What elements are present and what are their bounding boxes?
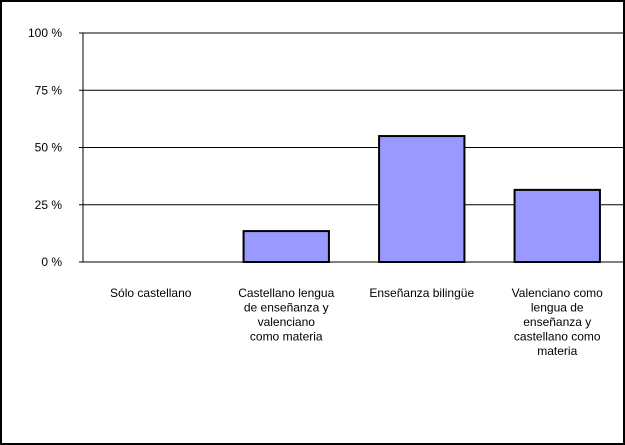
x-category-labels: Sólo castellano Castellano lengua de enseñ… [110, 286, 603, 358]
x-category-label-line: Enseñanza bilingüe [369, 286, 474, 300]
x-category-label-line: Sólo castellano [110, 286, 192, 300]
y-tick-label: 75 % [35, 83, 63, 97]
y-tick-labels: 0 % 25 % 50 % 75 % 100 % [28, 26, 62, 269]
x-category-label-line: castellano como [514, 330, 601, 344]
gridlines [83, 32, 625, 206]
x-category-label-line: como materia [250, 330, 323, 344]
bars [242, 135, 601, 264]
bar [513, 188, 601, 264]
bar [242, 230, 330, 264]
x-category-label-line: lengua de [531, 301, 584, 315]
x-category-label: Valenciano como lengua de enseñanza y caste… [512, 286, 603, 358]
y-tick-label: 25 % [35, 198, 63, 212]
bar [378, 135, 466, 263]
x-category-label-line: valenciano [258, 315, 316, 329]
x-category-label-line: Castellano lengua [238, 286, 334, 300]
x-category-label: Castellano lengua de enseñanza y valencian… [238, 286, 334, 344]
y-tick-label: 50 % [35, 141, 63, 155]
x-category-label: Enseñanza bilingüe [369, 286, 474, 300]
x-category-label-line: de enseñanza y [244, 301, 329, 315]
x-category-label-line: Valenciano como [512, 286, 603, 300]
y-tick-label: 0 % [41, 255, 62, 269]
x-category-label-line: materia [537, 344, 577, 358]
x-category-label: Sólo castellano [110, 286, 192, 300]
y-tick-label: 100 % [28, 26, 62, 40]
x-category-label-line: enseñanza y [523, 315, 591, 329]
